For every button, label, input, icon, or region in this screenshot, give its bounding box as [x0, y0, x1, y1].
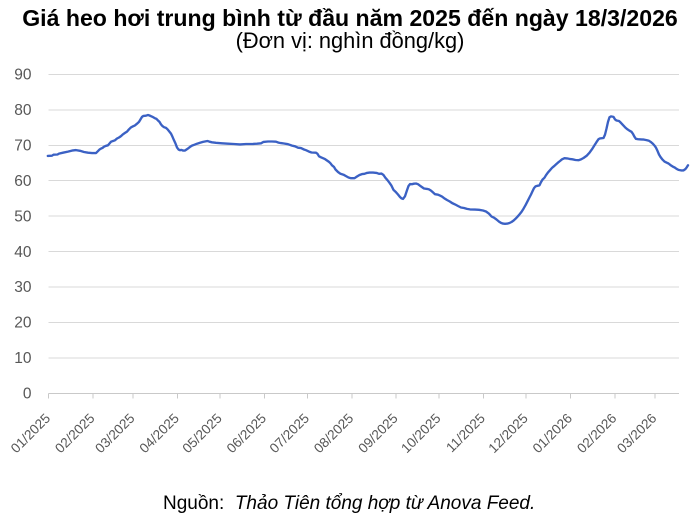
svg-text:11/2025: 11/2025 [443, 411, 488, 456]
svg-text:10/2025: 10/2025 [398, 411, 443, 456]
svg-text:90: 90 [14, 67, 32, 84]
svg-text:80: 80 [14, 102, 32, 119]
svg-text:09/2025: 09/2025 [355, 411, 400, 456]
svg-text:02/2025: 02/2025 [52, 411, 97, 456]
svg-text:01/2025: 01/2025 [8, 411, 53, 456]
svg-text:0: 0 [23, 386, 32, 403]
svg-text:50: 50 [14, 208, 32, 225]
svg-text:12/2025: 12/2025 [485, 411, 530, 456]
svg-text:30: 30 [14, 279, 32, 296]
svg-text:40: 40 [14, 244, 32, 261]
svg-text:10: 10 [14, 350, 32, 367]
svg-text:05/2025: 05/2025 [179, 411, 224, 456]
svg-text:02/2026: 02/2026 [574, 411, 619, 456]
svg-text:01/2026: 01/2026 [530, 411, 575, 456]
svg-text:06/2025: 06/2025 [224, 411, 269, 456]
svg-text:04/2025: 04/2025 [137, 411, 182, 456]
svg-text:03/2025: 03/2025 [92, 411, 137, 456]
svg-text:08/2025: 08/2025 [311, 411, 356, 456]
svg-text:20: 20 [14, 315, 32, 332]
svg-text:03/2026: 03/2026 [614, 411, 659, 456]
svg-text:70: 70 [14, 137, 32, 154]
svg-text:07/2025: 07/2025 [267, 411, 312, 456]
svg-text:60: 60 [14, 173, 32, 190]
